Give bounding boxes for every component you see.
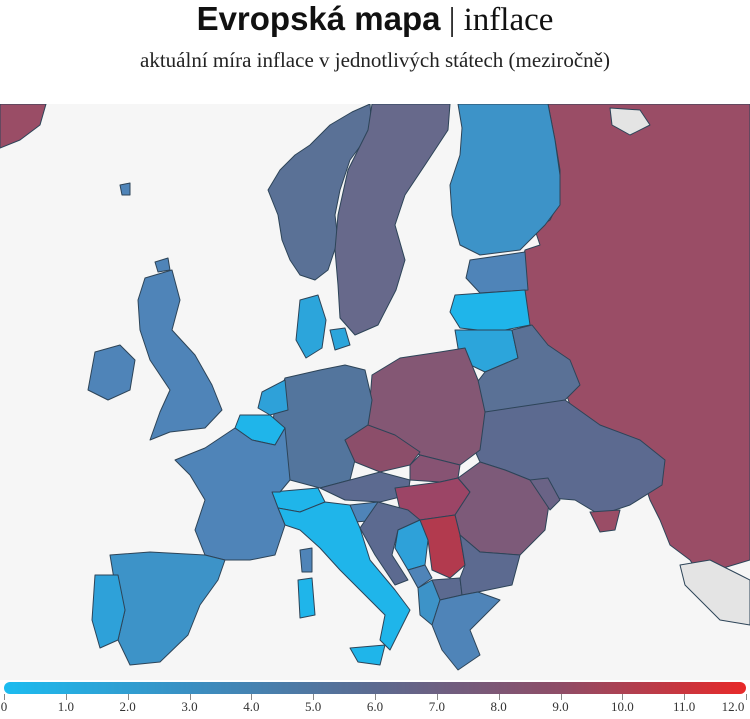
region-faroe[interactable] xyxy=(119,182,131,196)
legend-tick-mark xyxy=(436,694,438,700)
legend-tick-mark xyxy=(313,694,315,700)
map-svg xyxy=(0,103,750,671)
legend-tick-mark xyxy=(684,694,686,700)
region-corsica[interactable] xyxy=(299,547,313,573)
region-caucasus[interactable] xyxy=(679,559,750,626)
legend-tick-mark xyxy=(375,694,376,700)
legend-tick-label: 9.0 xyxy=(552,699,569,714)
legend-tick-mark xyxy=(746,694,747,700)
region-portugal[interactable] xyxy=(91,574,126,649)
legend-tick-mark xyxy=(65,694,67,700)
page-subtitle: aktuální míra inflace v jednotlivých stá… xyxy=(140,48,610,72)
region-sicily[interactable] xyxy=(349,644,386,666)
region-latvia[interactable] xyxy=(449,289,531,333)
legend-tick-mark xyxy=(560,694,562,700)
legend-tick-label: 10.0 xyxy=(610,699,634,714)
region-romania[interactable] xyxy=(454,461,551,556)
legend-tick-label: 2.0 xyxy=(119,699,136,714)
region-denmark[interactable] xyxy=(295,294,327,359)
legend-tick-label: 4.0 xyxy=(243,699,260,714)
region-croatia[interactable] xyxy=(359,501,421,586)
color-scale-bar xyxy=(4,682,746,694)
region-france[interactable] xyxy=(174,427,291,561)
legend: 0 1.0 2.0 3.0 4.0 5.0 6.0 7.0 8.0 9.0 10.0 11.0 12.0 xyxy=(0,680,750,719)
page-title: Evropská mapa | inflace xyxy=(0,0,750,39)
europe-map xyxy=(0,103,750,680)
region-czechia[interactable] xyxy=(344,424,421,473)
header: Evropská mapa | inflace aktuální míra in… xyxy=(0,0,750,104)
region-estonia[interactable] xyxy=(465,251,529,294)
region-denmark-islands[interactable] xyxy=(329,327,351,351)
region-italy[interactable] xyxy=(277,501,411,651)
region-spain[interactable] xyxy=(109,551,226,666)
region-sweden[interactable] xyxy=(334,103,451,336)
region-ireland[interactable] xyxy=(87,344,136,401)
region-netherlands[interactable] xyxy=(257,379,289,416)
legend-tick-label: 5.0 xyxy=(305,699,322,714)
legend-tick-label: 1.0 xyxy=(57,699,74,714)
legend-tick-label: 8.0 xyxy=(490,699,507,714)
legend-tick-mark xyxy=(127,694,129,700)
region-finland[interactable] xyxy=(449,103,561,256)
region-uk[interactable] xyxy=(137,269,223,441)
region-arctic-islands[interactable] xyxy=(609,107,651,136)
legend-tick-label: 7.0 xyxy=(428,699,445,714)
legend-tick-mark xyxy=(4,694,5,700)
legend-tick-mark xyxy=(622,694,624,700)
legend-tick-mark xyxy=(251,694,253,700)
region-greece[interactable] xyxy=(431,591,501,671)
title-bold: Evropská mapa xyxy=(196,0,441,37)
region-sardinia[interactable] xyxy=(297,577,316,619)
legend-tick-mark xyxy=(498,694,500,700)
legend-tick-label: 0 xyxy=(0,699,8,714)
legend-tick-label: 12.0 xyxy=(721,699,745,714)
legend-tick-label: 3.0 xyxy=(181,699,198,714)
region-serbia[interactable] xyxy=(419,514,466,579)
legend-tick-label: 11.0 xyxy=(673,699,696,714)
legend-tick-mark xyxy=(189,694,191,700)
region-montenegro[interactable] xyxy=(407,564,433,589)
legend-tick-label: 6.0 xyxy=(366,699,384,714)
title-light: inflace xyxy=(463,2,554,38)
region-moldova[interactable] xyxy=(529,477,561,511)
title-separator: | xyxy=(440,2,464,38)
region-norway[interactable] xyxy=(267,103,373,281)
region-crimea[interactable] xyxy=(589,509,621,533)
region-iceland[interactable] xyxy=(0,103,47,149)
region-scotland-islands[interactable] xyxy=(154,257,171,273)
